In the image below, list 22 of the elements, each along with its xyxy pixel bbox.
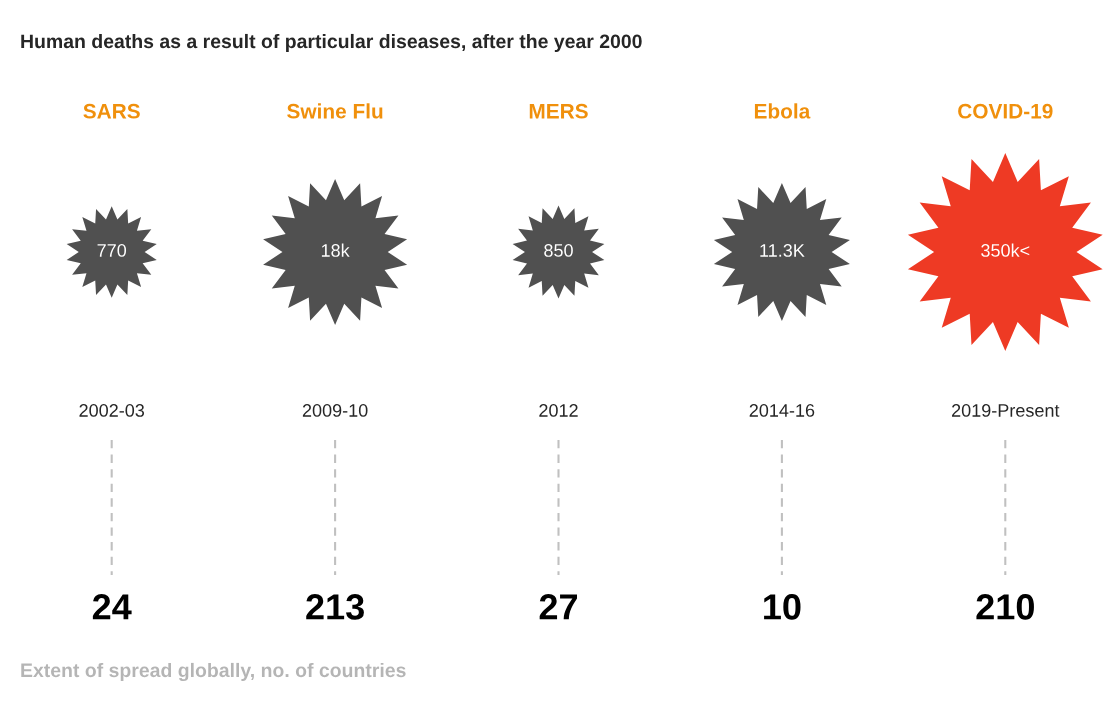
data-label: 210 — [976, 594, 1034, 620]
data-label: 24 — [92, 594, 132, 620]
data-label: 213 — [306, 594, 364, 620]
data-label: 850 — [544, 244, 573, 257]
data-label: 770 — [97, 244, 127, 257]
data-label: 11.3K — [760, 244, 805, 257]
category-label: COVID-19 — [958, 103, 1053, 119]
text: Human deaths as a result of particular diseases, after the year 2000 — [21, 33, 642, 53]
data-label: 10 — [764, 594, 801, 620]
text: 2014-16 — [749, 404, 815, 417]
text: Extent of spread globally, no. of countries — [21, 662, 406, 682]
category-label: SARS — [83, 103, 140, 119]
data-label: 350k< — [981, 243, 1030, 257]
category-label: MERS — [529, 103, 588, 119]
data-label: 18k — [321, 243, 350, 257]
category-label: Swine Flu — [287, 103, 383, 119]
text: 2002-03 — [79, 404, 145, 417]
data-label: 27 — [539, 594, 577, 620]
text: 2009-10 — [302, 404, 368, 417]
text: 2012 — [539, 404, 578, 417]
category-label: Ebola — [754, 103, 811, 119]
text: 2019-Present — [952, 404, 1060, 417]
